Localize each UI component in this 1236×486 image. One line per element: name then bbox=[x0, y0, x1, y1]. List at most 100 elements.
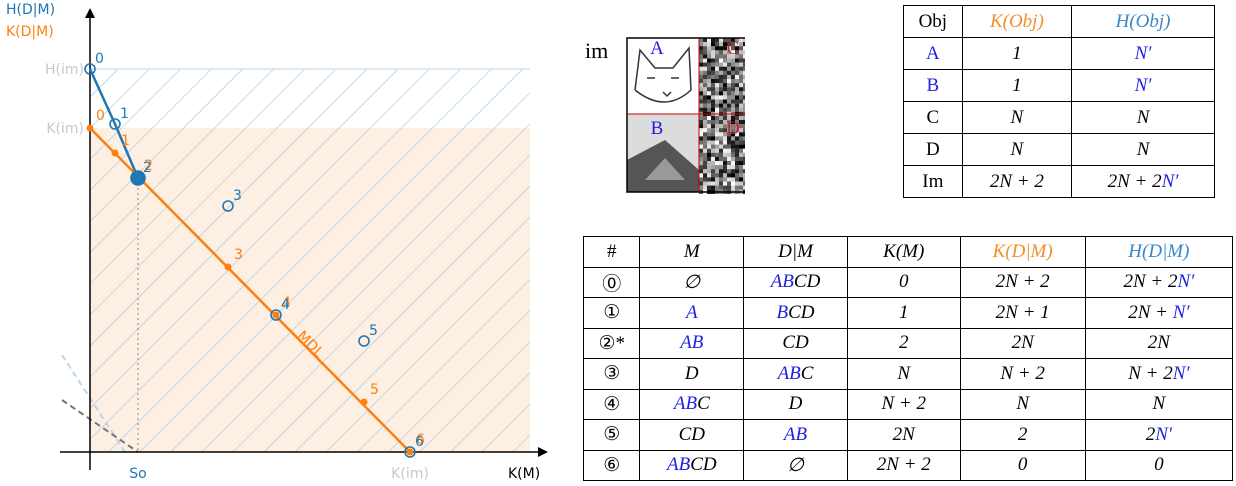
noise bbox=[703, 54, 707, 58]
noise bbox=[727, 59, 731, 63]
orange-label: 5 bbox=[370, 382, 379, 398]
noise bbox=[743, 54, 745, 58]
noise bbox=[739, 91, 743, 95]
noise bbox=[735, 165, 739, 169]
noise bbox=[731, 161, 735, 165]
noise bbox=[735, 182, 739, 186]
noise bbox=[727, 186, 731, 190]
noise bbox=[731, 79, 735, 83]
noise bbox=[743, 87, 745, 91]
noise bbox=[743, 169, 745, 173]
noise bbox=[707, 42, 711, 46]
noise bbox=[699, 165, 703, 169]
noise bbox=[719, 71, 723, 75]
cell: N bbox=[1072, 102, 1215, 134]
cell: N bbox=[847, 359, 960, 390]
noise bbox=[699, 95, 703, 99]
row: ①ABCD12N + 12N + N′ bbox=[584, 298, 1233, 329]
noise bbox=[715, 153, 719, 157]
noise bbox=[707, 120, 711, 124]
noise bbox=[707, 153, 711, 157]
cell: ③ bbox=[584, 359, 640, 390]
noise bbox=[727, 153, 731, 157]
cell-text: 2 bbox=[899, 332, 909, 353]
blue-label: 1 bbox=[120, 106, 129, 122]
noise bbox=[731, 67, 735, 71]
noise bbox=[699, 169, 703, 173]
noise bbox=[735, 141, 739, 145]
noise bbox=[703, 186, 707, 190]
noise bbox=[723, 169, 727, 173]
noise bbox=[711, 132, 715, 136]
noise bbox=[743, 177, 745, 181]
blue-label: 0 bbox=[95, 51, 104, 67]
noise bbox=[715, 50, 719, 54]
noise bbox=[707, 54, 711, 58]
noise bbox=[711, 87, 715, 91]
noise bbox=[739, 169, 743, 173]
noise bbox=[731, 169, 735, 173]
noise bbox=[715, 71, 719, 75]
cell-text: 1 bbox=[1012, 75, 1022, 96]
noise bbox=[743, 120, 745, 124]
arrow bbox=[85, 8, 95, 18]
noise bbox=[739, 54, 743, 58]
noise bbox=[711, 145, 715, 149]
noise bbox=[723, 186, 727, 190]
cell: 1 bbox=[962, 70, 1071, 102]
cell: ④ bbox=[584, 389, 640, 420]
noise bbox=[699, 59, 703, 63]
cell-text: 2N + 2 bbox=[877, 454, 931, 475]
noise bbox=[715, 132, 719, 136]
noise bbox=[735, 83, 739, 87]
noise bbox=[703, 87, 707, 91]
noise bbox=[719, 161, 723, 165]
orange-label: 0 bbox=[96, 108, 105, 124]
noise bbox=[711, 165, 715, 169]
quadrant-label: A bbox=[650, 38, 664, 59]
noise bbox=[699, 83, 703, 87]
cell-text: N′ bbox=[1135, 75, 1152, 96]
cell: N′ bbox=[1072, 70, 1215, 102]
cell-text: N + 2 bbox=[1000, 363, 1045, 384]
cell: N + 2 bbox=[847, 389, 960, 420]
noise bbox=[719, 145, 723, 149]
cell-text: D bbox=[789, 393, 803, 414]
noise bbox=[731, 83, 735, 87]
cell: 1 bbox=[847, 298, 960, 329]
cell-text: 2N + 2 bbox=[1108, 171, 1162, 192]
orange-point bbox=[361, 399, 368, 406]
noise bbox=[699, 54, 703, 58]
noise bbox=[699, 186, 703, 190]
noise bbox=[723, 108, 727, 112]
noise bbox=[699, 116, 703, 120]
noise bbox=[719, 136, 723, 140]
noise bbox=[739, 42, 743, 46]
noise bbox=[711, 50, 715, 54]
noise bbox=[731, 186, 735, 190]
cell-text: D bbox=[926, 139, 940, 160]
noise bbox=[707, 173, 711, 177]
orange-label: 3 bbox=[234, 247, 243, 263]
noise bbox=[711, 136, 715, 140]
cell: N + 2N′ bbox=[1085, 359, 1232, 390]
cell: D bbox=[744, 389, 848, 420]
orange-point bbox=[273, 312, 280, 319]
noise bbox=[699, 79, 703, 83]
noise bbox=[715, 79, 719, 83]
noise bbox=[699, 108, 703, 112]
cell-text: 2N + 2 bbox=[1123, 271, 1177, 292]
noise bbox=[723, 165, 727, 169]
cell-text: B bbox=[926, 75, 939, 96]
noise bbox=[719, 75, 723, 79]
noise bbox=[711, 182, 715, 186]
cell-text: K(M) bbox=[883, 241, 924, 262]
noise bbox=[719, 95, 723, 99]
noise bbox=[739, 145, 743, 149]
cell-text: 1 bbox=[1012, 43, 1022, 64]
noise bbox=[735, 104, 739, 108]
noise bbox=[707, 83, 711, 87]
cell: 2N′ bbox=[1085, 420, 1232, 451]
noise bbox=[715, 177, 719, 181]
noise bbox=[715, 124, 719, 128]
